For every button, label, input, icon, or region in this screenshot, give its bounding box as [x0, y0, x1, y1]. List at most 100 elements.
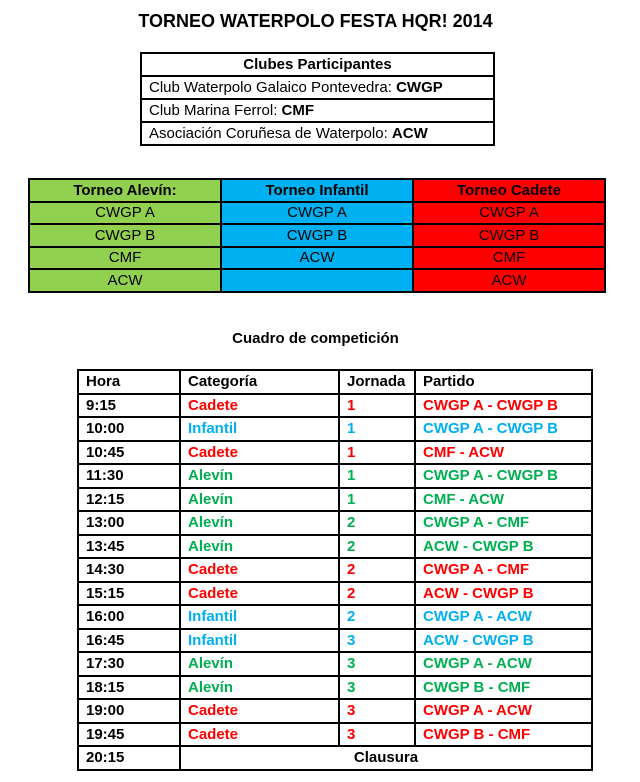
schedule-cell-jornada: 2: [338, 510, 416, 536]
schedule-cell-categoria: Cadete: [179, 557, 340, 583]
schedule-cell-partido: CWGP B - CMF: [414, 721, 593, 747]
schedule-closing-row: 20:15 Clausura: [77, 745, 593, 771]
tournament-header-cell: Torneo Infantil: [220, 178, 414, 203]
tournaments-table: Torneo Alevín: Torneo Infantil Torneo Cade…: [28, 178, 606, 293]
schedule-row: 16:45 Infantil 3 ACW - CWGP B: [77, 627, 593, 653]
schedule-cell-jornada: 2: [338, 533, 416, 559]
schedule-cell-categoria: Infantil: [179, 627, 340, 653]
schedule-row: 17:30 Alevín 3 CWGP A - ACW: [77, 651, 593, 677]
club-row: Asociación Coruñesa de Waterpolo: ACW: [140, 121, 495, 146]
tournament-team-row: CWGP A CWGP A CWGP A: [28, 200, 606, 225]
club-cell: Asociación Coruñesa de Waterpolo: ACW: [140, 121, 495, 146]
schedule-cell-jornada: 3: [338, 651, 416, 677]
schedule-cell-hora: 9:15: [77, 392, 181, 418]
tournament-team-cell: CMF: [412, 245, 606, 270]
schedule-cell-hora: 17:30: [77, 651, 181, 677]
schedule-cell-categoria: Alevín: [179, 651, 340, 677]
schedule-cell-jornada: 3: [338, 627, 416, 653]
schedule-header-cell: Categoría: [179, 369, 340, 395]
schedule-cell-hora: 19:00: [77, 698, 181, 724]
schedule-row: 13:45 Alevín 2 ACW - CWGP B: [77, 533, 593, 559]
club-name: Club Marina Ferrol:: [149, 102, 278, 119]
schedule-cell-categoria: Cadete: [179, 580, 340, 606]
schedule-cell-categoria: Alevín: [179, 533, 340, 559]
schedule-cell-partido: CWGP A - CMF: [414, 557, 593, 583]
club-cell: Club Waterpolo Galaico Pontevedra: CWGP: [140, 75, 495, 100]
schedule-cell-jornada: 3: [338, 698, 416, 724]
clubs-table-body: Club Waterpolo Galaico Pontevedra: CWGP C…: [140, 75, 495, 146]
clubs-header-row: Clubes Participantes: [140, 52, 495, 77]
tournament-team-cell: CWGP A: [220, 200, 414, 225]
schedule-row: 16:00 Infantil 2 CWGP A - ACW: [77, 604, 593, 630]
schedule-cell-hora: 16:45: [77, 627, 181, 653]
schedule-row: 13:00 Alevín 2 CWGP A - CMF: [77, 510, 593, 536]
schedule-cell-partido: ACW - CWGP B: [414, 533, 593, 559]
schedule-cell-jornada: 3: [338, 674, 416, 700]
schedule-header-cell: Hora: [77, 369, 181, 395]
schedule-cell-jornada: 2: [338, 557, 416, 583]
clubs-table-head: Clubes Participantes: [140, 52, 495, 77]
schedule-cell-partido: ACW - CWGP B: [414, 627, 593, 653]
schedule-cell-categoria: Cadete: [179, 392, 340, 418]
club-cell: Club Marina Ferrol: CMF: [140, 98, 495, 123]
schedule-cell-categoria: Cadete: [179, 439, 340, 465]
schedule-row: 9:15 Cadete 1 CWGP A - CWGP B: [77, 392, 593, 418]
tournament-team-cell: [220, 268, 414, 293]
schedule-cell-jornada: 1: [338, 439, 416, 465]
page-title: TORNEO WATERPOLO FESTA HQR! 2014: [138, 11, 493, 31]
schedule-row: 15:15 Cadete 2 ACW - CWGP B: [77, 580, 593, 606]
schedule-cell-hora: 15:15: [77, 580, 181, 606]
schedule-cell-hora: 10:45: [77, 439, 181, 465]
schedule-cell-partido: CWGP A - CWGP B: [414, 392, 593, 418]
schedule-cell-hora: 13:45: [77, 533, 181, 559]
schedule-row: 19:45 Cadete 3 CWGP B - CMF: [77, 721, 593, 747]
tournament-team-cell: CWGP B: [28, 223, 222, 248]
schedule-cell-jornada: 3: [338, 721, 416, 747]
tournament-header-cell: Torneo Cadete: [412, 178, 606, 203]
schedule-cell-hora: 11:30: [77, 463, 181, 489]
schedule-table: Hora Categoría Jornada Partido 9:15 Cadete 1 C…: [77, 369, 593, 771]
tournament-team-cell: CMF: [28, 245, 222, 270]
clubs-table: Clubes Participantes Club Waterpolo Gala…: [140, 52, 495, 146]
schedule-cell-partido: CMF - ACW: [414, 486, 593, 512]
tournament-team-cell: CWGP B: [220, 223, 414, 248]
club-abbr: ACW: [391, 125, 428, 142]
club-name: Asociación Coruñesa de Waterpolo:: [149, 125, 388, 142]
club-abbr: CMF: [281, 102, 315, 119]
tournament-team-row: ACW ACW: [28, 268, 606, 293]
schedule-cell-partido: CWGP A - ACW: [414, 698, 593, 724]
schedule-cell-jornada: 2: [338, 580, 416, 606]
tournament-header-cell: Torneo Alevín:: [28, 178, 222, 203]
club-abbr: CWGP: [396, 79, 443, 96]
schedule-header-cell: Jornada: [338, 369, 416, 395]
tournament-team-cell: ACW: [220, 245, 414, 270]
club-row: Club Waterpolo Galaico Pontevedra: CWGP: [140, 75, 495, 100]
schedule-cell-hora: 16:00: [77, 604, 181, 630]
schedule-cell-jornada: 2: [338, 604, 416, 630]
schedule-cell-partido: CWGP B - CMF: [414, 674, 593, 700]
schedule-header-cell: Partido: [414, 369, 593, 395]
club-name: Club Waterpolo Galaico Pontevedra:: [149, 79, 392, 96]
schedule-table-head: Hora Categoría Jornada Partido: [77, 369, 593, 395]
tournament-team-cell: ACW: [28, 268, 222, 293]
schedule-heading: Cuadro de competición: [232, 330, 399, 347]
clubs-header: Clubes Participantes: [140, 52, 495, 77]
schedule-cell-partido: CWGP A - ACW: [414, 651, 593, 677]
schedule-cell-categoria: Infantil: [179, 604, 340, 630]
schedule-cell-jornada: 1: [338, 486, 416, 512]
schedule-cell-categoria: Cadete: [179, 698, 340, 724]
schedule-cell-partido: CMF - ACW: [414, 439, 593, 465]
schedule-cell-categoria: Alevín: [179, 486, 340, 512]
schedule-cell-hora: 18:15: [77, 674, 181, 700]
tournament-team-row: CWGP B CWGP B CWGP B: [28, 223, 606, 248]
schedule-row: 14:30 Cadete 2 CWGP A - CMF: [77, 557, 593, 583]
schedule-cell-partido: ACW - CWGP B: [414, 580, 593, 606]
schedule-cell-partido: CWGP A - CWGP B: [414, 416, 593, 442]
schedule-cell-jornada: 1: [338, 416, 416, 442]
tournament-team-cell: CWGP B: [412, 223, 606, 248]
schedule-header-row: Hora Categoría Jornada Partido: [77, 369, 593, 395]
schedule-cell-jornada: 1: [338, 392, 416, 418]
schedule-cell-partido: CWGP A - CMF: [414, 510, 593, 536]
schedule-cell-hora: 12:15: [77, 486, 181, 512]
schedule-table-body: 9:15 Cadete 1 CWGP A - CWGP B 10:00 Infantil 1…: [77, 392, 593, 771]
